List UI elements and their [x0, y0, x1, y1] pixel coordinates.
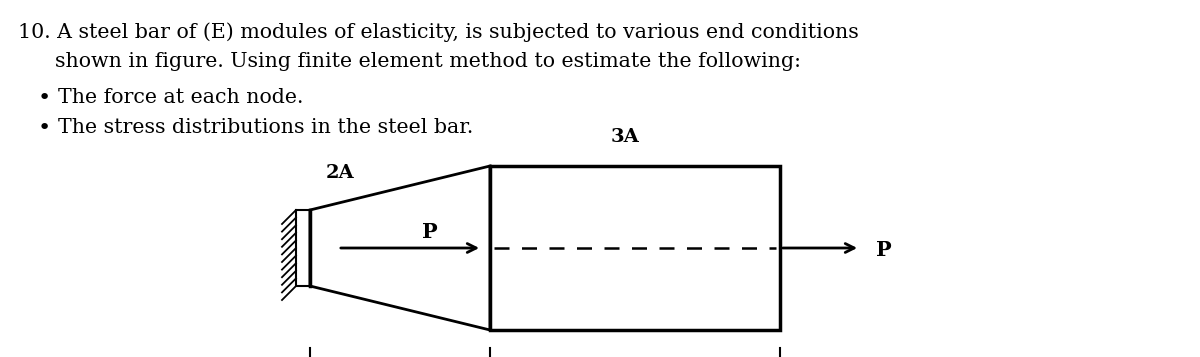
- Text: shown in figure. Using finite element method to estimate the following:: shown in figure. Using finite element me…: [55, 52, 802, 71]
- Text: The stress distributions in the steel bar.: The stress distributions in the steel ba…: [58, 118, 473, 137]
- Text: The force at each node.: The force at each node.: [58, 88, 304, 107]
- Text: 10. A steel bar of (E) modules of elasticity, is subjected to various end condit: 10. A steel bar of (E) modules of elasti…: [18, 22, 859, 42]
- Bar: [490, 166, 780, 330]
- Text: •: •: [38, 88, 52, 108]
- Text: •: •: [38, 118, 52, 138]
- Text: P: P: [876, 240, 892, 260]
- Polygon shape: [310, 166, 490, 330]
- Text: 3A: 3A: [611, 128, 640, 146]
- Text: P: P: [422, 222, 438, 242]
- Text: 2A: 2A: [325, 164, 354, 182]
